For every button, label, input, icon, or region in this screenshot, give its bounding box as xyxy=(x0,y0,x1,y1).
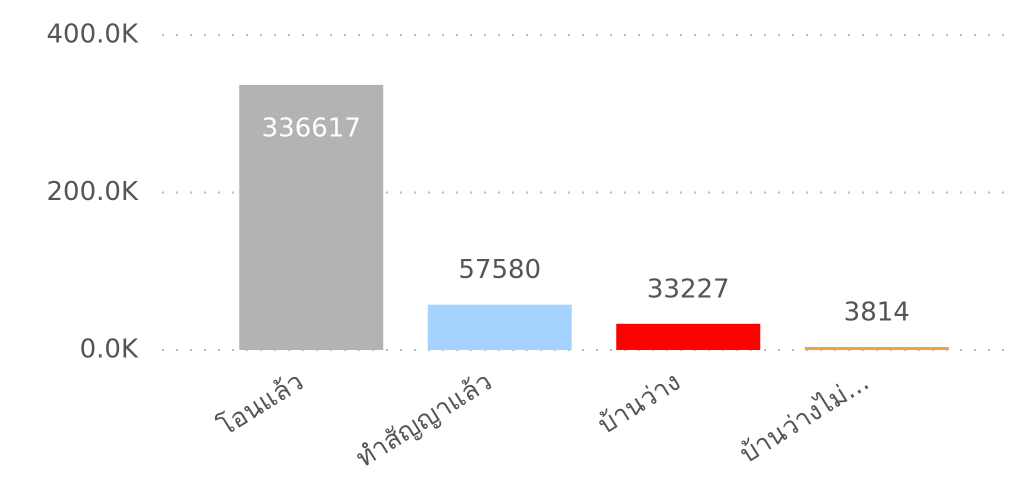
bar xyxy=(616,323,761,350)
bar xyxy=(239,84,384,350)
data-label: 336617 xyxy=(262,113,361,143)
x-tick-label: บ้านว่างไม่... xyxy=(734,366,874,470)
data-label: 33227 xyxy=(647,274,730,304)
x-tick-label: ทําสัญญาแล้ว xyxy=(351,367,497,474)
data-label: 3814 xyxy=(844,297,910,327)
data-label: 57580 xyxy=(458,255,541,285)
bar xyxy=(804,346,949,350)
y-tick-label: 400.0K xyxy=(47,20,139,50)
x-tick-label: บ้านว่าง xyxy=(593,367,686,441)
y-tick-label: 200.0K xyxy=(47,177,139,207)
bar xyxy=(427,304,572,350)
y-tick-label: 0.0K xyxy=(80,335,139,365)
x-tick-label: โอนแล้ว xyxy=(212,366,309,442)
